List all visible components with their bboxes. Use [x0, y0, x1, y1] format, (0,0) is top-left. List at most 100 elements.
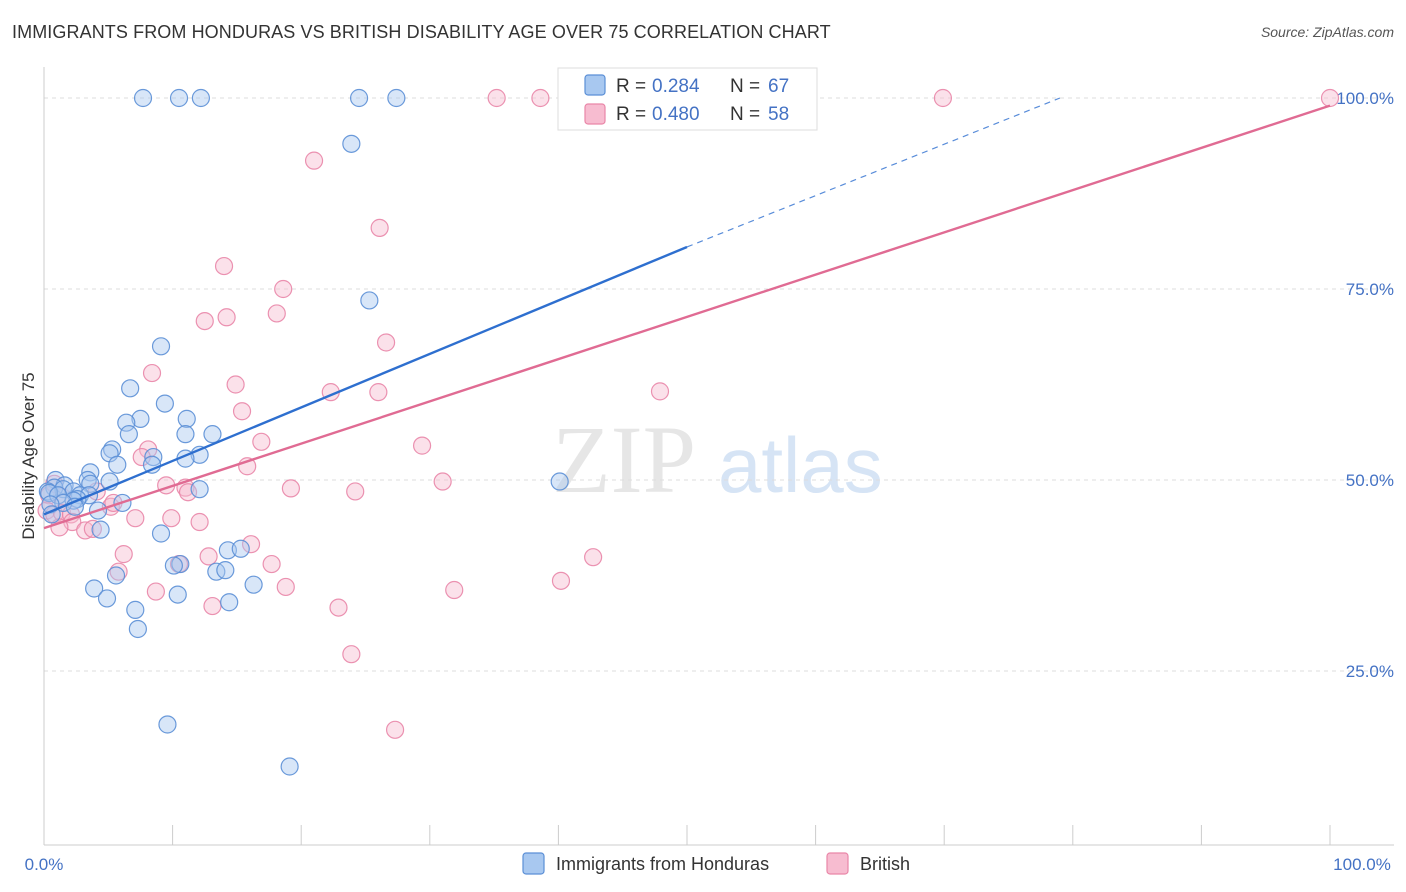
british-point	[267, 304, 286, 323]
honduras-point	[280, 757, 299, 776]
honduras-point	[387, 88, 406, 108]
honduras-point	[203, 425, 222, 444]
british-point	[195, 311, 214, 331]
honduras-trend-line	[43, 245, 688, 516]
honduras-point	[108, 455, 127, 474]
honduras-point	[207, 562, 226, 581]
british-point	[241, 535, 261, 554]
british-point	[433, 472, 452, 491]
source-label: Source: ZipAtlas.com	[1260, 24, 1394, 40]
british-point	[214, 256, 234, 276]
legend-swatch-british	[584, 103, 606, 125]
british-point	[342, 645, 361, 664]
y-tick-label-25: 25.0%	[1346, 662, 1394, 681]
british-point	[933, 88, 953, 108]
british-point	[126, 509, 145, 528]
british-point	[304, 151, 324, 170]
british-point	[226, 375, 245, 394]
honduras-point	[158, 715, 177, 734]
legend-n-value-honduras: 67	[768, 76, 789, 97]
british-point	[445, 580, 464, 600]
british-point	[217, 308, 236, 327]
honduras-point	[155, 394, 174, 413]
honduras-point	[177, 409, 196, 428]
british-point	[370, 218, 389, 237]
british-point	[281, 479, 301, 498]
british-point	[584, 548, 603, 567]
x-tick-label-max: 100.0%	[1333, 855, 1391, 874]
honduras-point	[231, 539, 250, 558]
honduras-point	[168, 585, 187, 604]
british-point	[1320, 88, 1340, 108]
y-axis-label: Disability Age Over 75	[19, 372, 38, 539]
legend-r-value-british: 0.480	[652, 104, 700, 125]
british-point	[531, 88, 550, 108]
y-tick-label-50: 50.0%	[1346, 471, 1394, 490]
honduras-point	[176, 425, 195, 444]
series-label-honduras: Immigrants from Honduras	[556, 854, 769, 874]
british-point	[162, 509, 181, 528]
y-tick-labels: 25.0% 50.0% 75.0% 100.0%	[1336, 89, 1394, 681]
series-swatch-honduras	[522, 852, 545, 875]
legend-r-label-honduras: R =	[616, 76, 646, 97]
y-tick-label-75: 75.0%	[1346, 280, 1394, 299]
british-point	[199, 547, 218, 566]
british-trend-line	[43, 104, 1331, 530]
british-point	[276, 577, 295, 597]
british-point	[329, 598, 348, 617]
british-point	[142, 363, 162, 383]
british-point	[178, 483, 198, 502]
honduras-point	[121, 379, 140, 398]
legend-n-value-british: 58	[768, 104, 789, 125]
british-point	[551, 571, 571, 590]
british-point	[83, 519, 102, 538]
british-point	[369, 383, 388, 402]
british-point	[190, 512, 209, 532]
honduras-point	[360, 291, 379, 310]
honduras-point	[117, 413, 136, 432]
watermark-atlas: atlas	[718, 421, 883, 509]
british-point	[252, 432, 271, 451]
legend-r-label-british: R =	[616, 104, 646, 125]
series-legend: Immigrants from Honduras British	[522, 852, 910, 875]
x-ticks	[43, 825, 1331, 845]
british-point	[385, 720, 405, 739]
honduras-point	[91, 520, 110, 539]
honduras-point	[85, 579, 104, 598]
honduras-point	[220, 593, 239, 612]
honduras-points	[38, 88, 569, 776]
honduras-point	[151, 524, 171, 543]
honduras-point	[349, 88, 369, 108]
honduras-point	[133, 88, 153, 108]
legend-r-value-honduras: 0.284	[652, 76, 700, 97]
british-point	[146, 582, 165, 601]
legend-swatch-honduras	[584, 74, 606, 96]
british-point	[76, 521, 95, 540]
honduras-point	[550, 472, 569, 491]
honduras-point	[244, 575, 263, 594]
honduras-point	[342, 134, 361, 153]
british-point	[650, 382, 670, 401]
honduras-trend-extension	[686, 97, 1061, 248]
series-swatch-british	[826, 852, 849, 875]
british-point	[114, 545, 133, 564]
honduras-point	[131, 409, 150, 428]
legend-n-label-british: N =	[730, 104, 760, 125]
honduras-point	[128, 619, 147, 639]
honduras-point	[106, 566, 126, 585]
british-point	[232, 402, 252, 421]
axes	[43, 67, 1394, 846]
honduras-point	[164, 556, 183, 575]
honduras-point	[216, 561, 235, 580]
british-point	[262, 554, 281, 574]
trend-lines	[43, 97, 1331, 530]
honduras-point	[97, 589, 117, 608]
watermark-zip: ZIP	[552, 406, 696, 513]
honduras-point	[119, 425, 138, 444]
legend-n-label-honduras: N =	[730, 76, 760, 97]
british-point	[412, 436, 432, 455]
honduras-point	[191, 88, 210, 108]
honduras-point	[126, 600, 145, 619]
honduras-point	[151, 337, 171, 356]
honduras-point	[190, 480, 209, 499]
